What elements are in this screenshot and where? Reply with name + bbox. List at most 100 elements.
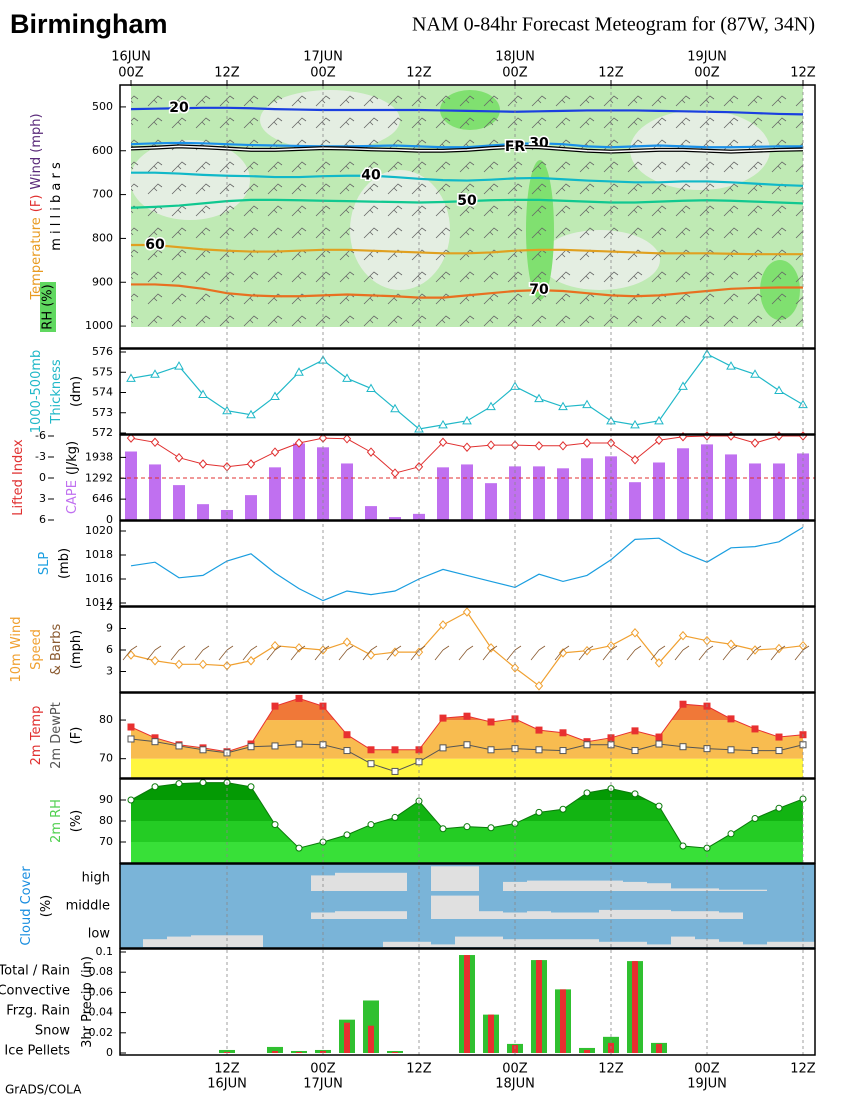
y-axis-label-part: 2m Temp [29, 706, 44, 766]
marker [199, 779, 207, 787]
marker [775, 747, 783, 755]
marker [270, 447, 280, 457]
marker [151, 783, 159, 791]
marker [198, 459, 208, 469]
marker [390, 468, 400, 478]
wind-barb [338, 645, 354, 661]
bar [344, 1022, 350, 1053]
panel-frame [119, 948, 816, 1056]
y-tick-label: 0.08 [89, 965, 114, 978]
wind-barb [506, 645, 522, 661]
y-tick-label: 575 [92, 365, 113, 378]
cloud-layer-label: high [82, 871, 110, 886]
top-time-label: 00Z [694, 66, 720, 81]
bar [272, 1050, 278, 1053]
marker [630, 455, 640, 465]
y-axis-label-part: (F) [69, 727, 84, 745]
marker [558, 648, 568, 658]
marker [247, 783, 255, 791]
marker [679, 700, 687, 708]
marker [294, 438, 304, 448]
marker [486, 401, 496, 411]
bar [461, 464, 473, 520]
bottom-time-label: 17JUN [303, 1077, 343, 1092]
marker [295, 694, 303, 702]
y-tick-label: 600 [92, 144, 113, 157]
y-tick-label: -3 [35, 450, 46, 463]
marker [487, 718, 495, 726]
bar [581, 458, 593, 520]
marker [486, 440, 496, 450]
y-axis-label-part: CAPE [65, 480, 80, 514]
y-tick-label: 1016 [85, 572, 113, 585]
y-tick-label: 573 [92, 406, 113, 419]
cloud-bar [551, 880, 575, 891]
marker [679, 743, 687, 751]
panel-frame [119, 863, 816, 949]
y-axis-label-part: 1000-500mb [29, 350, 44, 434]
cloud-bar [239, 935, 263, 947]
cloud-bar [623, 881, 647, 891]
y-axis-label-part: Speed [29, 629, 44, 670]
y-axis-label: (F) [69, 727, 84, 745]
bar [365, 506, 377, 520]
cloud-bar [359, 872, 383, 891]
bottom-time-label: 12Z [598, 1062, 624, 1077]
marker [366, 383, 376, 392]
bar [245, 495, 257, 520]
wind-barb [770, 645, 786, 661]
marker [678, 630, 688, 641]
cloud-bar [215, 935, 239, 947]
cloud-bar [527, 880, 551, 891]
marker [654, 435, 664, 445]
cloud-bar [383, 941, 407, 947]
marker [462, 607, 472, 617]
marker [343, 831, 351, 839]
marker [582, 399, 592, 409]
marker [535, 726, 543, 734]
y-tick-label: 0.1 [96, 945, 114, 958]
marker [342, 637, 352, 647]
panel-frame [119, 692, 816, 779]
marker [463, 741, 471, 749]
isotherm-label: 40 [361, 168, 381, 184]
y-tick-label: 1018 [85, 548, 113, 561]
wind-barb [242, 645, 258, 661]
wind-barb [194, 645, 210, 661]
bar [677, 448, 689, 520]
marker [679, 842, 687, 850]
cloud-bar [767, 941, 791, 947]
bar [557, 468, 569, 520]
y-axis-label-part: (dm) [69, 376, 84, 407]
bottom-time-label: 00Z [310, 1062, 336, 1077]
top-time-label: 12Z [406, 66, 432, 81]
wind-barb [266, 645, 282, 661]
bar [629, 482, 641, 520]
cloud-bar [455, 936, 479, 947]
wind-barb [170, 645, 186, 661]
marker [127, 796, 135, 804]
y-axis-label: 2m Temp [29, 706, 44, 766]
marker [366, 447, 376, 457]
wind-barb [650, 645, 666, 661]
cloud-bar [743, 944, 767, 947]
isotherm-label: 20 [169, 100, 189, 116]
wind-barb [386, 645, 402, 661]
marker [126, 650, 136, 660]
bar [749, 463, 761, 520]
cloud-bar [671, 911, 695, 919]
marker [438, 419, 448, 429]
bar [173, 485, 185, 520]
y-tick-label: 80 [99, 814, 113, 827]
y-tick-label: 900 [92, 275, 113, 288]
y-tick-label: 3 [39, 492, 46, 505]
marker [655, 740, 663, 748]
marker [582, 438, 592, 448]
bar [437, 467, 449, 520]
marker [150, 369, 160, 378]
y-axis-label-part: Cloud Cover [19, 866, 34, 946]
y-axis-label: Temperature (F) Wind (mph) [29, 113, 44, 300]
bottom-time-label: 00Z [502, 1062, 528, 1077]
cloud-bar [527, 939, 551, 947]
y-tick-label: 500 [92, 100, 113, 113]
